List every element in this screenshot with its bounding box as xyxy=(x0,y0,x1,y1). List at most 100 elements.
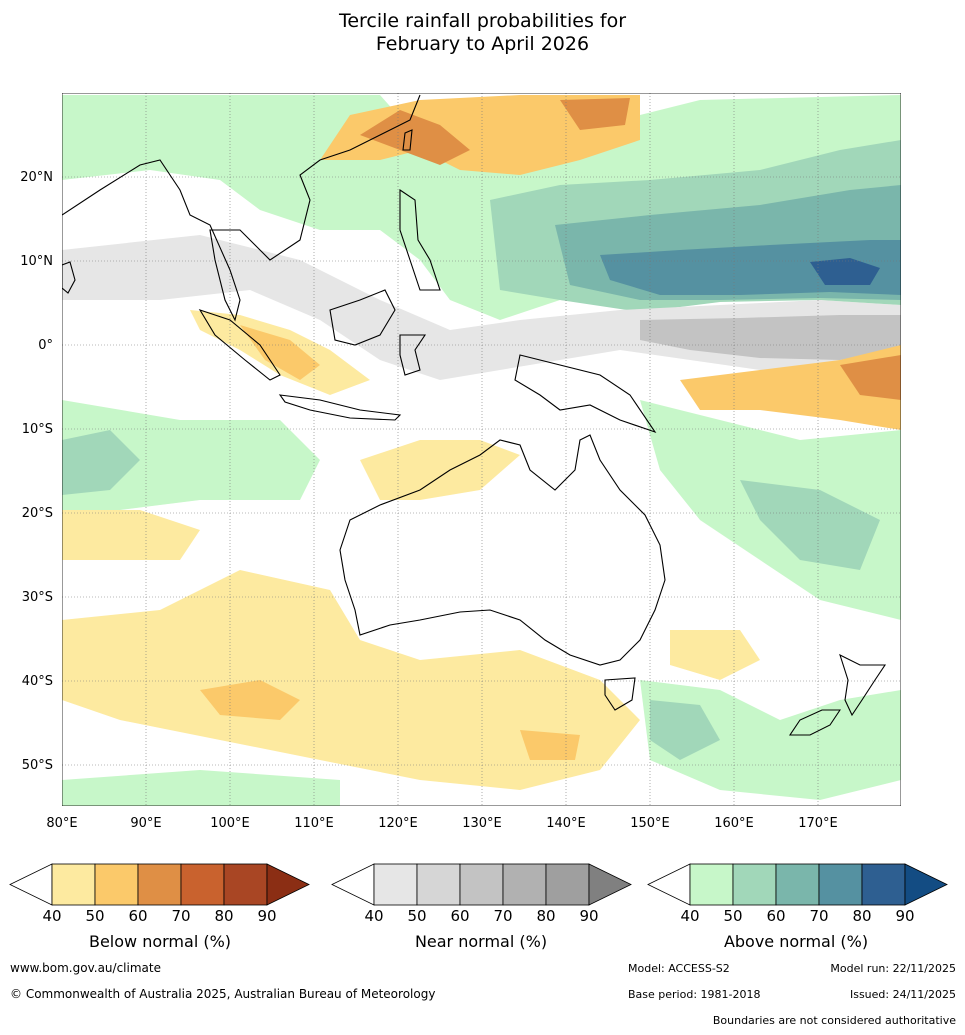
lat-label-30s: 30°S xyxy=(22,590,53,605)
title-line-2: February to April 2026 xyxy=(375,33,590,55)
above-region-indian-ocean xyxy=(62,400,320,520)
near-colorbar-tick-label: 80 xyxy=(536,907,555,925)
below-colorbar-tick-label: 40 xyxy=(42,907,61,925)
lon-label-160e: 160°E xyxy=(714,816,754,831)
base-period-text: Base period: 1981-2018 xyxy=(628,988,761,1001)
tasmania-coastline xyxy=(604,677,636,711)
below-colorbar-arrow-high xyxy=(266,863,310,906)
near-colorbar-segment xyxy=(373,863,418,906)
below-region-china-sea-70 xyxy=(360,98,630,165)
near-band-pacific-60 xyxy=(640,315,901,360)
near-colorbar-segment xyxy=(459,863,504,906)
above-colorbar-tick-label: 40 xyxy=(680,907,699,925)
copyright-text: © Commonwealth of Australia 2025, Austra… xyxy=(10,987,436,1001)
coastlines xyxy=(62,94,887,736)
above-colorbar-arrow-high xyxy=(904,863,948,906)
new-zealand-north-coastline xyxy=(839,653,887,717)
lat-label-40s: 40°S xyxy=(22,674,53,689)
above-colorbar-segment xyxy=(775,863,820,906)
below-colorbar-tick-label: 70 xyxy=(171,907,190,925)
lon-label-100e: 100°E xyxy=(210,816,250,831)
near-colorbar-tick-label: 50 xyxy=(407,907,426,925)
issued-text: Issued: 24/11/2025 xyxy=(849,988,956,1001)
lon-label-90e: 90°E xyxy=(130,816,161,831)
lat-label-20s: 20°S xyxy=(22,506,53,521)
above-colorbar-segment xyxy=(689,863,734,906)
asia-mainland-coastline xyxy=(62,94,421,322)
longitude-labels: 80°E 90°E 100°E 110°E 120°E 130°E 140°E … xyxy=(46,816,837,831)
above-colorbar-tick-label: 60 xyxy=(766,907,785,925)
lon-label-110e: 110°E xyxy=(294,816,334,831)
near-colorbar-tick-label: 90 xyxy=(579,907,598,925)
graticule xyxy=(62,93,901,806)
new-zealand-south-coastline xyxy=(788,709,842,736)
taiwan-coastline xyxy=(402,129,413,151)
below-colorbar-segment xyxy=(223,863,268,906)
lat-label-50s: 50°S xyxy=(22,758,53,773)
lat-label-10s: 10°S xyxy=(22,422,53,437)
above-colorbar-segment xyxy=(732,863,777,906)
above-normal-label: Above normal (%) xyxy=(723,932,869,951)
near-normal-label: Near normal (%) xyxy=(414,932,548,951)
near-colorbar-segment xyxy=(416,863,461,906)
below-normal-label: Below normal (%) xyxy=(88,932,232,951)
philippines-coastline xyxy=(399,188,441,291)
model-run-text: Model run: 22/11/2025 xyxy=(830,962,956,975)
near-colorbar-tick-label: 70 xyxy=(493,907,512,925)
below-region-subtropical xyxy=(62,510,760,680)
above-colorbar-arrow-low xyxy=(647,863,691,906)
near-colorbar-segment xyxy=(502,863,547,906)
below-colorbar-tick-label: 80 xyxy=(214,907,233,925)
above-colorbar-tick-label: 80 xyxy=(852,907,871,925)
above-region-coral-sea-60 xyxy=(740,480,880,570)
borneo-coastline xyxy=(329,289,396,346)
near-colorbar-tick-label: 40 xyxy=(364,907,383,925)
above-region-tasman-60 xyxy=(650,700,720,760)
above-colorbar-segment xyxy=(861,863,906,906)
below-colorbar-tick-label: 90 xyxy=(257,907,276,925)
website-link[interactable]: www.bom.gov.au/climate xyxy=(10,961,161,975)
below-region-south-indian xyxy=(62,570,640,790)
lon-label-80e: 80°E xyxy=(46,816,77,831)
colorbar-above-normal: 40 50 60 70 80 90 xyxy=(647,863,948,925)
below-colorbar-segment xyxy=(180,863,225,906)
above-region-south-west xyxy=(62,770,340,806)
latitude-labels: 20°N 10°N 0° 10°S 20°S 30°S 40°S 50°S xyxy=(20,170,53,773)
lat-label-20n: 20°N xyxy=(20,170,53,185)
above-colorbar-segment xyxy=(818,863,863,906)
java-coastline xyxy=(278,394,402,421)
near-colorbar-tick-label: 60 xyxy=(450,907,469,925)
below-colorbar-arrow-low xyxy=(9,863,53,906)
near-colorbar-arrow-low xyxy=(331,863,375,906)
title-line-1: Tercile rainfall probabilities for xyxy=(338,10,627,32)
below-region-sumatra-60 xyxy=(240,325,320,380)
below-colorbar-tick-label: 50 xyxy=(85,907,104,925)
above-band-pacific-90 xyxy=(810,258,880,285)
above-colorbar-tick-label: 50 xyxy=(723,907,742,925)
sri-lanka-coastline xyxy=(62,261,76,294)
lat-label-0: 0° xyxy=(38,338,53,353)
lon-label-170e: 170°E xyxy=(798,816,838,831)
below-colorbar-segment xyxy=(137,863,182,906)
disclaimer-text: Boundaries are not considered authoritat… xyxy=(712,1014,956,1027)
above-region-indian-ocean-60 xyxy=(62,430,140,495)
below-region-pacific-east-70 xyxy=(840,355,901,400)
below-colorbar-segment xyxy=(94,863,139,906)
model-text: Model: ACCESS-S2 xyxy=(628,962,730,975)
probability-field xyxy=(62,93,901,806)
above-colorbar-tick-label: 90 xyxy=(895,907,914,925)
lon-label-130e: 130°E xyxy=(462,816,502,831)
near-colorbar-segment xyxy=(545,863,590,906)
australia-coastline xyxy=(339,434,666,666)
lon-label-120e: 120°E xyxy=(378,816,418,831)
lon-label-140e: 140°E xyxy=(546,816,586,831)
colorbar-near-normal: 40 50 60 70 80 90 xyxy=(331,863,632,925)
lon-label-150e: 150°E xyxy=(630,816,670,831)
new-guinea-coastline xyxy=(514,354,657,434)
map-title: Tercile rainfall probabilities for Febru… xyxy=(0,10,965,56)
lat-label-10n: 10°N xyxy=(20,254,53,269)
colorbar-below-normal: 40 50 60 70 80 90 xyxy=(9,863,310,925)
below-colorbar-segment xyxy=(51,863,96,906)
sulawesi-coastline xyxy=(399,334,427,376)
